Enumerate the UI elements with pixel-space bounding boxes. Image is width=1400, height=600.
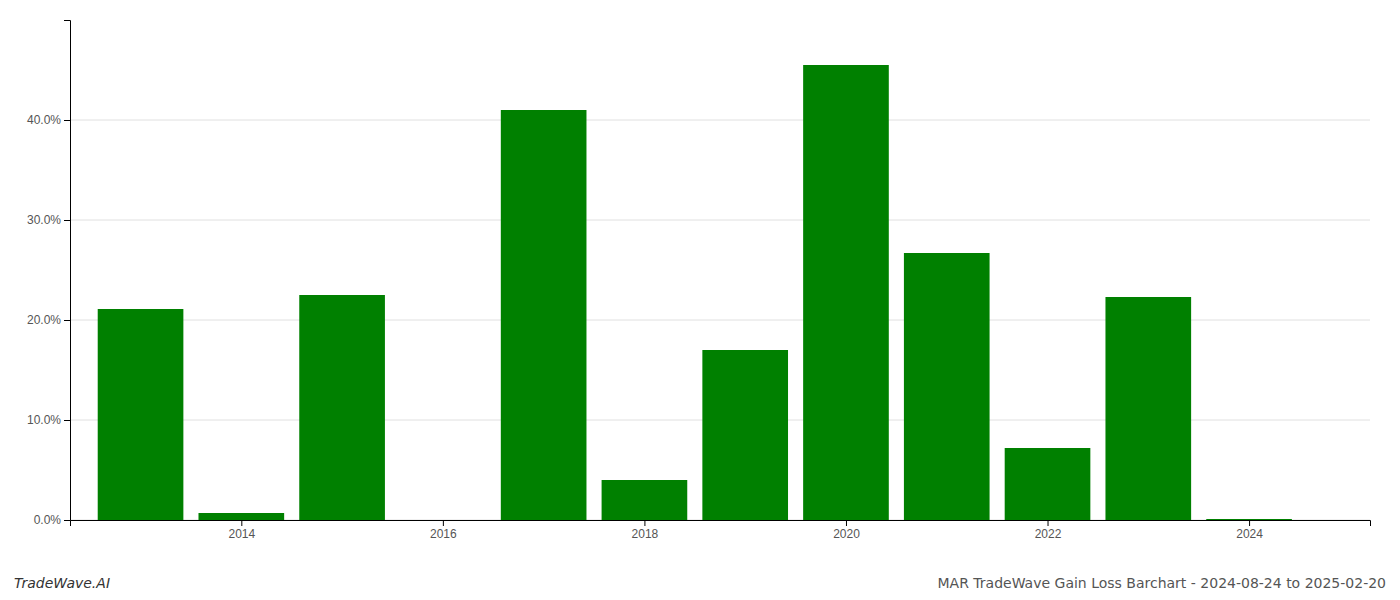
bar	[198, 513, 284, 520]
y-tick: 30.0%	[27, 213, 70, 227]
x-axis-line	[71, 521, 1371, 527]
y-tick-mark	[64, 120, 70, 121]
y-axis-line	[64, 21, 71, 521]
grid	[70, 120, 1370, 520]
bar	[1105, 297, 1191, 520]
x-tick-label: 2018	[632, 527, 659, 541]
x-tick: 2022	[1035, 520, 1062, 541]
x-tick-mark	[1048, 520, 1049, 526]
y-tick: 0.0%	[34, 513, 70, 527]
bar	[400, 520, 486, 521]
bar	[1005, 448, 1091, 520]
x-tick-mark	[1249, 520, 1250, 526]
watermark: TradeWave.AI	[14, 575, 110, 591]
x-tick: 2018	[632, 520, 659, 541]
y-tick-mark	[64, 320, 70, 321]
x-tick-mark	[846, 520, 847, 526]
x-tick-mark	[443, 520, 444, 526]
x-tick: 2014	[228, 520, 255, 541]
x-axis: 2014 2016 2018 2020 2022 2024	[71, 520, 1371, 541]
bar	[299, 295, 385, 520]
x-tick-label: 2014	[228, 527, 255, 541]
x-tick-label: 2024	[1236, 527, 1263, 541]
y-tick: 10.0%	[27, 413, 70, 427]
x-tick-label: 2020	[833, 527, 860, 541]
grid-line	[70, 120, 1370, 121]
bar	[1206, 519, 1292, 520]
chart: 0.0% 10.0% 20.0% 30.0% 40.0% 2014 2016 2018 2020…	[0, 0, 1400, 600]
plot: 0.0% 10.0% 20.0% 30.0% 40.0% 2014 2016 2018 2020…	[27, 21, 1371, 541]
x-tick: 2020	[833, 520, 860, 541]
x-tick-label: 2016	[430, 527, 457, 541]
y-tick-label: 30.0%	[27, 213, 61, 227]
y-tick-label: 40.0%	[27, 113, 61, 127]
bar	[98, 309, 184, 520]
y-tick-mark	[64, 520, 70, 521]
grid-line	[70, 220, 1370, 221]
x-tick: 2016	[430, 520, 457, 541]
x-tick-mark	[241, 520, 242, 526]
bars	[98, 65, 1292, 520]
bar	[602, 480, 688, 520]
y-tick: 20.0%	[27, 313, 70, 327]
y-tick-label: 20.0%	[27, 313, 61, 327]
bar	[501, 110, 587, 520]
bar	[803, 65, 889, 520]
x-tick: 2024	[1236, 520, 1263, 541]
x-tick-mark	[644, 520, 645, 526]
title: MAR TradeWave Gain Loss Barchart - 2024-…	[938, 575, 1387, 591]
y-tick-label: 10.0%	[27, 413, 61, 427]
y-tick: 40.0%	[27, 113, 70, 127]
y-tick-label: 0.0%	[34, 513, 62, 527]
y-tick-mark	[64, 420, 70, 421]
bar	[702, 350, 788, 520]
x-tick-label: 2022	[1035, 527, 1062, 541]
y-tick-mark	[64, 220, 70, 221]
y-axis: 0.0% 10.0% 20.0% 30.0% 40.0%	[27, 21, 71, 528]
bar	[904, 253, 990, 520]
